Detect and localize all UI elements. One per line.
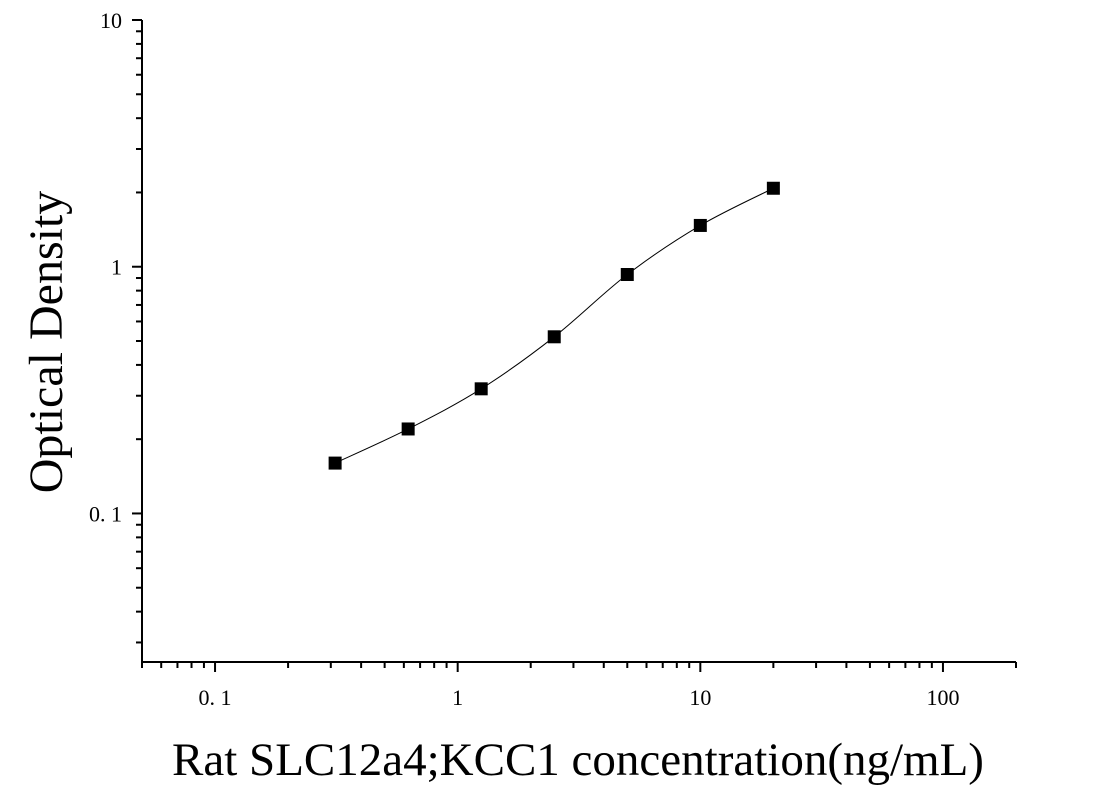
x-axis-title: Rat SLC12a4;KCC1 concentration(ng/mL) [172,734,984,786]
y-axis-title: Optical Density [20,191,73,494]
data-point-marker [620,268,634,282]
y-tick-label: 1 [111,255,122,280]
data-point-marker [693,218,707,232]
x-tick-label: 100 [926,685,959,710]
x-tick-label: 10 [689,685,711,710]
data-point-marker [401,422,415,436]
x-axis-tick-labels: 0. 1 1 10 100 [199,685,960,710]
data-point-marker [474,382,488,396]
fit-curve [334,187,774,464]
data-point-marker [766,181,780,195]
data-points [328,181,780,470]
x-tick-label: 0. 1 [199,685,232,710]
x-tick-label: 1 [452,685,463,710]
y-tick-label: 0. 1 [89,501,122,526]
x-axis-ticks [141,662,1017,672]
axes [141,20,1016,663]
data-point-marker [328,456,342,470]
y-axis-tick-labels: 0. 1 1 10 [89,8,122,526]
data-point-marker [547,330,561,344]
y-tick-label: 10 [100,8,122,33]
y-axis-ticks [132,19,142,644]
